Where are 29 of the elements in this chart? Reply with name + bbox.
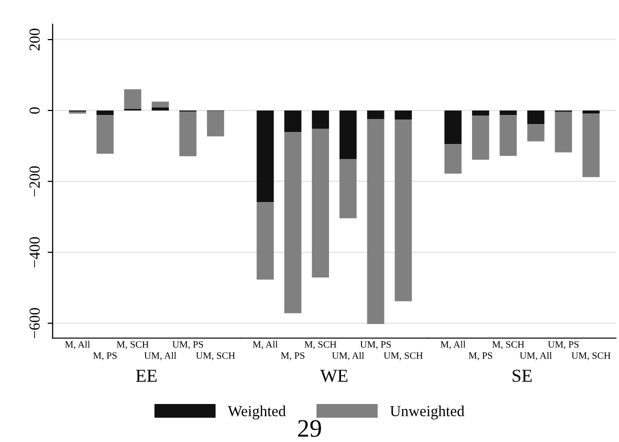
y-tick-label: 200 <box>29 28 40 50</box>
x-tick-label: M, PS <box>468 352 492 360</box>
x-tick-label: M, SCH <box>492 341 524 350</box>
x-tick-label: M, SCH <box>304 341 336 350</box>
y-tick-label: −400 <box>29 237 40 268</box>
x-tick-label: M, PS <box>93 352 117 360</box>
x-tick-label: M, All <box>252 340 278 350</box>
y-tick-label: 0 <box>29 107 40 114</box>
x-tick-label: UM, All <box>520 352 552 360</box>
x-tick-label: UM, SCH <box>384 352 423 360</box>
x-tick-label: UM, PS <box>548 341 579 350</box>
x-tick-label: UM, PS <box>172 341 203 350</box>
y-tick-label: −600 <box>29 308 40 338</box>
x-tick-label: UM, SCH <box>196 352 235 360</box>
x-axis-title: SE <box>512 370 532 382</box>
x-tick-label: M, PS <box>280 352 304 360</box>
x-tick-label: UM, All <box>332 352 364 360</box>
y-tick-label: −200 <box>29 166 40 196</box>
x-axis-title: EE <box>136 370 157 382</box>
legend-label: Unweighted <box>390 406 464 420</box>
legend-label: Weighted <box>228 406 286 420</box>
x-tick-label: UM, PS <box>360 341 391 350</box>
x-tick-label: M, SCH <box>116 341 149 350</box>
x-tick-label: UM, All <box>144 352 176 360</box>
x-axis-title: WE <box>320 370 348 382</box>
text: 29 <box>298 420 321 437</box>
x-tick-label: M, All <box>65 340 90 350</box>
x-tick-label: UM, SCH <box>572 352 610 360</box>
x-tick-label: M, All <box>440 340 466 350</box>
